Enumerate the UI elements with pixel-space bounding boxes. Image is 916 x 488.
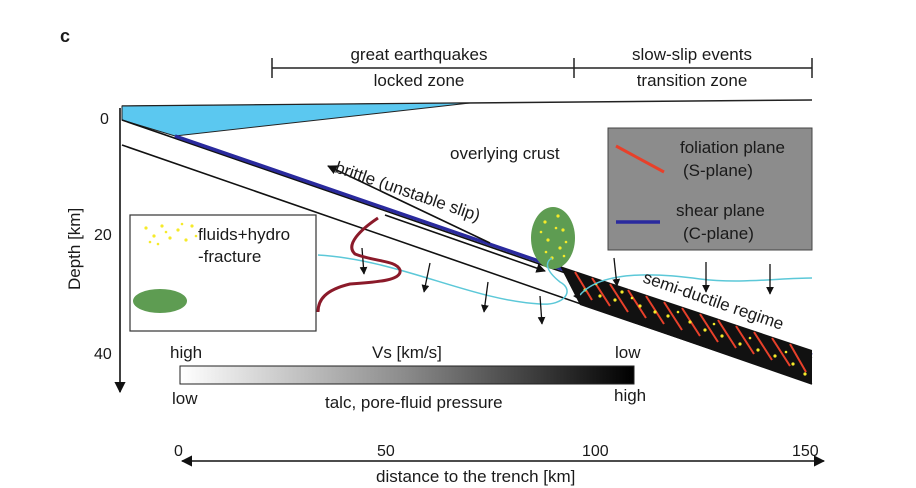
colorbar-vs-high: high xyxy=(170,343,202,362)
zone-brackets xyxy=(271,58,813,78)
cyan-line-left xyxy=(317,254,568,305)
depth-tick-0: 0 xyxy=(100,111,109,128)
fluid-lens-dots xyxy=(539,214,568,260)
legend-shear-line2: (C-plane) xyxy=(683,224,754,243)
fluid-lens xyxy=(531,207,575,269)
zone-transition-line1: slow-slip events xyxy=(632,45,752,64)
ocean-wedge xyxy=(121,102,471,137)
legend-green-lens xyxy=(133,289,187,313)
distance-tick-50: 50 xyxy=(377,443,395,460)
zone-locked-line2: locked zone xyxy=(374,71,465,90)
colorbar-bottom-high: high xyxy=(614,386,646,405)
depth-tick-20: 20 xyxy=(94,227,112,244)
depth-axis-label: Depth [km] xyxy=(65,208,84,290)
legend-right-box xyxy=(607,127,813,251)
zone-locked-line1: great earthquakes xyxy=(350,45,487,64)
colorbar-bottom-low: low xyxy=(172,389,198,408)
legend-foliation-line1: foliation plane xyxy=(680,138,785,157)
legend-fluids-line2: -fracture xyxy=(198,247,261,266)
foliation-legend-swatch xyxy=(615,144,665,174)
distance-tick-150: 150 xyxy=(792,443,819,460)
shear-zone-band xyxy=(560,266,812,384)
legend-foliation-line2: (S-plane) xyxy=(683,161,753,180)
brittle-arrow-up xyxy=(327,165,491,244)
panel-label: c xyxy=(60,26,70,46)
down-arrows xyxy=(359,247,774,325)
depth-tick-40: 40 xyxy=(94,346,112,363)
distance-tick-0: 0 xyxy=(174,443,183,460)
distance-axis-label: distance to the trench [km] xyxy=(376,467,575,486)
cyan-line-right xyxy=(579,274,813,296)
zone-transition-line2: transition zone xyxy=(637,71,748,90)
legend-fluids-line1: fluids+hydro xyxy=(198,225,290,244)
colorbar-bottom-label: talc, pore-fluid pressure xyxy=(325,393,503,412)
overlying-crust-label: overlying crust xyxy=(450,144,560,163)
colorbar-gradient xyxy=(179,365,635,385)
colorbar-vs-low: low xyxy=(615,343,641,362)
legend-shear-line1: shear plane xyxy=(676,201,765,220)
colorbar-vs-label: Vs [km/s] xyxy=(372,343,442,362)
distance-tick-100: 100 xyxy=(582,443,609,460)
legend-fluid-dots xyxy=(144,222,198,246)
brittle-arrow-down xyxy=(384,214,546,273)
velocity-profile-curve xyxy=(316,216,402,313)
foliation-marks xyxy=(574,271,807,373)
